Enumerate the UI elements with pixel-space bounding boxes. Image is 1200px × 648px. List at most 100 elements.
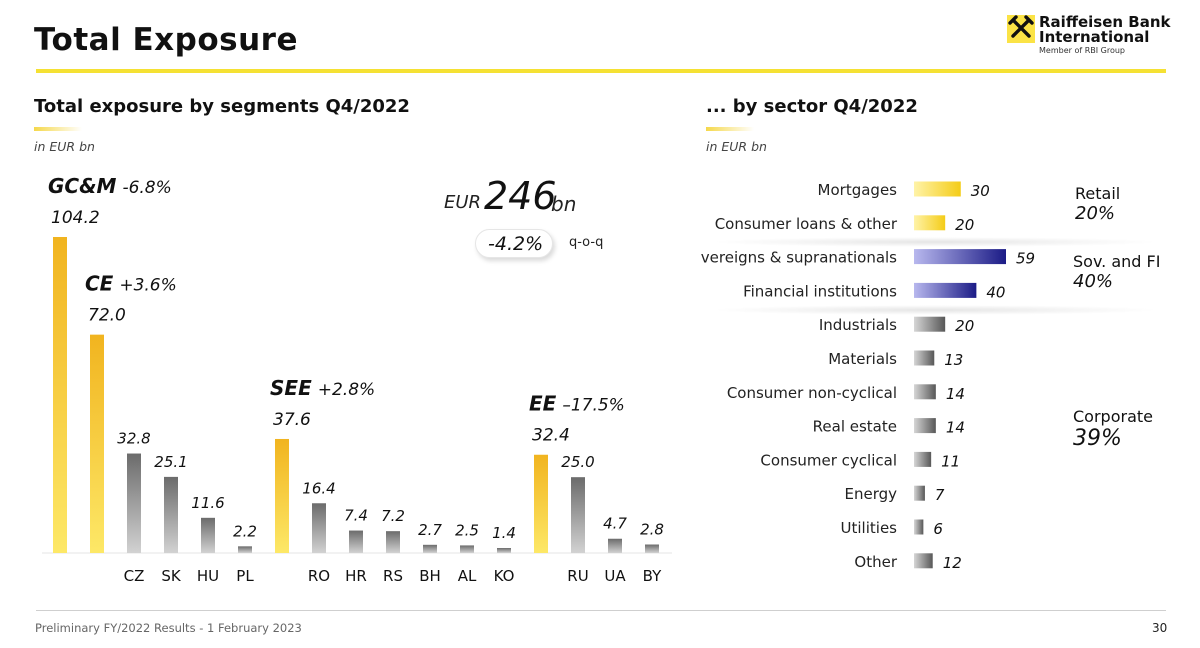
sector-label-sovereigns-supranationals: Sovereigns & supranationals	[700, 249, 897, 267]
company-logo: Raiffeisen Bank International Member of …	[1007, 13, 1172, 62]
group-label-retail: Retail	[1075, 184, 1121, 203]
segments-unit-note: in EUR bn	[34, 139, 95, 154]
segment-label-gc-m: GC&M -6.8%	[48, 174, 172, 198]
sector-value-industrials: 20	[955, 317, 974, 335]
sector-bar-energy	[914, 485, 925, 501]
qoq-label: q-o-q	[569, 235, 604, 250]
sector-bar-other	[914, 553, 933, 569]
country-label-ru: RU	[567, 567, 588, 585]
sector-label-real-estate: Real estate	[813, 418, 897, 436]
logo-name-line2: International	[1039, 28, 1150, 46]
sector-value-utilities: 6	[933, 520, 943, 538]
sector-chart-title: ... by sector Q4/2022	[706, 96, 918, 117]
country-bar-al	[460, 545, 474, 553]
group-pct-corporate: 39%	[1073, 426, 1122, 451]
segment-bar-ce	[90, 334, 104, 553]
sector-label-financial-institutions: Financial institutions	[743, 282, 897, 300]
country-bar-cz	[127, 453, 141, 553]
segment-value-ee: 32.4	[532, 426, 570, 446]
country-bar-ro	[312, 503, 326, 553]
sector-bar-industrials	[914, 316, 946, 332]
country-label-ua: UA	[604, 567, 626, 585]
country-label-by: BY	[643, 567, 662, 585]
country-bar-ko	[497, 548, 511, 553]
retail-sov-separator	[710, 237, 1160, 247]
title-underline	[36, 69, 1166, 73]
sector-label-utilities: Utilities	[841, 519, 898, 537]
sector-bar-financial-institutions	[914, 282, 977, 298]
sector-bar-consumer-non-cyclical	[914, 384, 936, 400]
sector-unit-note: in EUR bn	[706, 139, 767, 154]
country-bar-rs	[386, 531, 400, 553]
sov-corporate-separator	[710, 305, 1160, 315]
segment-bar-see	[275, 438, 289, 553]
country-value-bh: 2.7	[418, 521, 442, 539]
country-label-sk: SK	[161, 567, 182, 585]
country-value-ua: 4.7	[603, 515, 627, 533]
segment-bar-ee	[534, 454, 548, 553]
sector-bar-sovereigns-supranationals	[914, 249, 1006, 265]
sector-value-sovereigns-supranationals: 59	[1016, 250, 1035, 268]
country-label-al: AL	[458, 567, 477, 585]
country-value-hr: 7.4	[344, 507, 368, 525]
country-value-sk: 25.1	[154, 453, 187, 471]
country-value-rs: 7.2	[381, 507, 405, 525]
country-value-ko: 1.4	[492, 524, 516, 542]
sector-bar-chart: Mortgages 30 Consumer loans & other 20 Sover…	[700, 181, 1035, 572]
footer-text: Preliminary FY/2022 Results - 1 February…	[35, 621, 302, 635]
segments-bar-chart: GC&M -6.8% 104.2 CE +3.6% 72.0 32.8 CZ 25.1 SK 11.…	[42, 174, 672, 585]
sector-label-energy: Energy	[844, 485, 897, 503]
country-bar-bh	[423, 544, 437, 553]
group-pct-retail: 20%	[1075, 203, 1116, 224]
country-label-hu: HU	[197, 567, 219, 585]
group-label-sovereign: Sov. and FI	[1073, 252, 1161, 271]
sector-label-consumer-cyclical: Consumer cyclical	[760, 451, 897, 469]
country-value-cz: 32.8	[117, 430, 150, 448]
sector-bar-mortgages	[914, 181, 961, 197]
page-number: 30	[1152, 621, 1168, 635]
sector-label-other: Other	[854, 553, 897, 571]
total-value: 246	[484, 174, 557, 218]
country-label-ko: KO	[494, 567, 515, 585]
segments-chart-title: Total exposure by segments Q4/2022	[34, 96, 410, 117]
country-bar-ru	[571, 477, 585, 553]
segment-label-ce: CE +3.6%	[85, 272, 177, 296]
country-bar-by	[645, 544, 659, 553]
qoq-change-value: -4.2%	[488, 233, 544, 255]
country-bar-ua	[608, 538, 622, 553]
country-label-pl: PL	[236, 567, 254, 585]
sector-value-mortgages: 30	[971, 182, 990, 200]
country-label-hr: HR	[345, 567, 367, 585]
country-value-al: 2.5	[455, 521, 479, 539]
segment-value-ce: 72.0	[88, 306, 126, 326]
sector-title-underline	[706, 127, 754, 131]
country-value-pl: 2.2	[233, 522, 257, 540]
sector-value-financial-institutions: 40	[986, 283, 1005, 301]
group-label-corporate: Corporate	[1073, 407, 1153, 426]
segment-value-see: 37.6	[273, 410, 311, 430]
country-label-bh: BH	[419, 567, 441, 585]
country-bar-hu	[201, 517, 215, 553]
country-label-cz: CZ	[124, 567, 145, 585]
sector-bar-real-estate	[914, 418, 936, 434]
sector-value-energy: 7	[935, 486, 945, 504]
segments-title-underline	[34, 127, 82, 131]
sector-value-consumer-non-cyclical: 14	[946, 385, 965, 403]
total-unit: bn	[551, 192, 577, 216]
country-label-ro: RO	[308, 567, 330, 585]
footer-divider	[36, 610, 1166, 611]
sector-label-mortgages: Mortgages	[818, 181, 898, 199]
segment-label-ee: EE –17.5%	[529, 392, 625, 416]
sector-label-consumer-non-cyclical: Consumer non-cyclical	[727, 384, 897, 402]
sector-label-materials: Materials	[828, 350, 897, 368]
segment-label-see: SEE +2.8%	[270, 376, 375, 400]
sector-bar-consumer-cyclical	[914, 451, 932, 467]
country-value-by: 2.8	[640, 521, 664, 539]
country-bar-sk	[164, 476, 178, 553]
sector-label-consumer-loans-other: Consumer loans & other	[715, 215, 898, 233]
country-value-hu: 11.6	[191, 494, 224, 512]
total-currency: EUR	[444, 192, 482, 213]
country-label-rs: RS	[383, 567, 403, 585]
sector-bar-utilities	[914, 519, 924, 535]
country-value-ru: 25.0	[561, 453, 594, 471]
